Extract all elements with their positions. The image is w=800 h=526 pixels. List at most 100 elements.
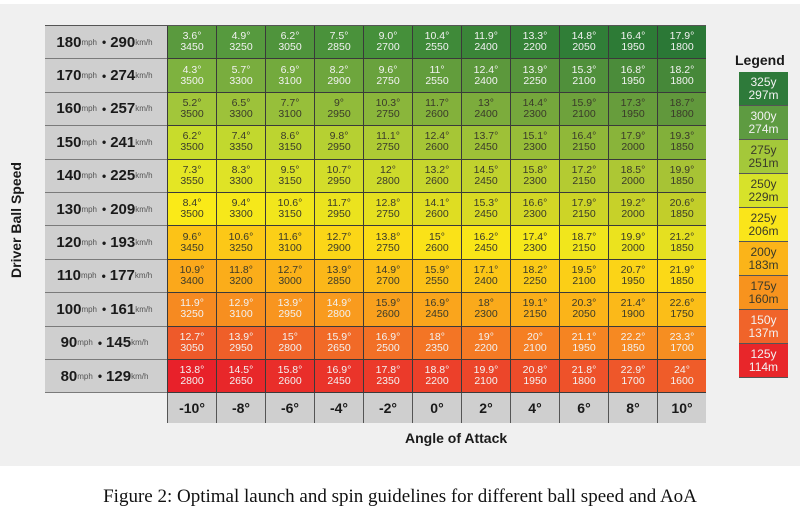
table-cell: 16.9° 2450 [412,293,461,327]
table-cell: 14.1° 2600 [412,192,461,227]
table-cell: 7.7° 3100 [265,92,314,127]
table-cell: 7.5° 2850 [314,26,363,60]
spin-rate: 1850 [670,274,694,287]
table-cell: 10.3° 2750 [363,92,412,127]
table-cell: 17.2° 2150 [559,159,608,193]
launch-angle: 12.7° [277,263,303,276]
launch-angle: 9.4° [231,197,251,210]
table-cell: 14.9° 2700 [363,259,412,294]
launch-angle: 11.9° [180,297,204,310]
spin-rate: 2500 [376,341,400,354]
unit-mph: mph [77,371,93,381]
speed-kmh: 177 [109,267,135,285]
table-cell: 23.3° 1700 [657,326,706,360]
table-cell: 16.2° 2450 [461,226,510,260]
launch-angle: 9.6° [182,230,202,243]
spin-rate: 3250 [180,308,204,321]
unit-kmh: km/h [135,137,153,147]
spin-rate: 3300 [229,208,253,221]
angle-of-attack-tick: 6° [559,393,608,424]
spin-rate: 3050 [180,341,204,354]
unit-kmh: km/h [135,171,153,181]
spin-rate: 2450 [474,208,498,221]
spin-rate: 2400 [474,274,498,287]
legend-yards: 275y [750,142,777,157]
table-cell: 13.9° 2950 [216,326,265,360]
launch-spin-table: 180 mph • 290 km/h 3.6° 3450 4.9° 3250 6.2° 3050 7.… [45,25,706,427]
launch-angle: 15° [429,230,445,243]
launch-angle: 5.2° [182,96,202,109]
table-cell: 12.8° 2750 [363,192,412,227]
row-label-speed: 180 mph • 290 km/h [45,26,167,60]
launch-angle: 14.8° [571,30,597,43]
launch-angle: 11° [429,63,445,76]
spin-rate: 3500 [180,141,204,154]
table-cell: 19.3° 1850 [657,126,706,160]
launch-angle: 10.9° [179,263,205,276]
launch-angle: 7.4° [231,130,251,143]
launch-angle: 16.2° [473,230,499,243]
angle-of-attack-tick: 8° [608,393,657,424]
unit-kmh: km/h [135,238,153,248]
launch-angle: 19.9° [620,230,646,243]
spin-rate: 1700 [621,375,645,388]
launch-angle: 13.8° [375,230,401,243]
table-cell: 6.2° 3500 [167,126,216,160]
legend-item: 225y 206m [739,208,788,242]
separator-dot: • [102,302,107,317]
unit-kmh: km/h [131,371,149,381]
spin-rate: 2550 [425,274,449,287]
row-label-speed: 110 mph • 177 km/h [45,259,167,294]
spin-rate: 2750 [376,74,400,87]
table-cell: 16.4° 1950 [608,26,657,60]
table-cell: 6.9° 3100 [265,59,314,93]
table-cell: 17.1° 2400 [461,259,510,294]
launch-angle: 16.9° [375,330,401,343]
table-cell: 21.4° 1900 [608,293,657,327]
launch-angle: 17.3° [620,96,646,109]
figure-caption: Figure 2: Optimal launch and spin guidel… [103,486,697,507]
speed-kmh: 290 [110,33,136,51]
spin-rate: 2450 [474,141,498,154]
table-cell: 12.7° 3000 [265,259,314,294]
launch-angle: 18.5° [620,163,646,176]
speed-kmh: 129 [106,367,132,385]
spin-rate: 2450 [425,308,449,321]
legend-meters: 137m [748,325,779,340]
launch-angle: 14.1° [424,197,450,210]
launch-angle: 20.6° [669,197,695,210]
launch-angle: 8.6° [280,130,300,143]
spin-rate: 2550 [425,41,449,54]
table-cell: 17.9° 2000 [608,126,657,160]
launch-angle: 14.4° [522,96,548,109]
unit-kmh: km/h [131,338,149,348]
spin-rate: 3450 [180,41,204,54]
launch-angle: 15.3° [571,63,597,76]
spin-rate: 2600 [425,107,449,120]
launch-angle: 3.6° [182,30,202,43]
launch-angle: 13.9° [522,63,548,76]
table-cell: 8.6° 3150 [265,126,314,160]
row-label-speed: 90 mph • 145 km/h [45,326,167,360]
table-cell: 18.7° 2150 [559,226,608,260]
table-cell: 13.3° 2200 [510,26,559,60]
table-cell: 16.9° 2500 [363,326,412,360]
table-cell: 22.9° 1700 [608,359,657,394]
table-cell: 17.3° 1950 [608,92,657,127]
spin-rate: 1950 [621,274,645,287]
spin-rate: 2000 [621,174,645,187]
angle-of-attack-tick: -4° [314,393,363,424]
launch-angle: 12.9° [228,297,254,310]
launch-angle: 19.3° [669,130,695,143]
angle-of-attack-tick: -8° [216,393,265,424]
separator-dot: • [102,35,107,50]
table-cell: 9.5° 3150 [265,159,314,193]
x-axis-label: Angle of Attack [405,430,508,446]
spin-rate: 2650 [327,341,351,354]
spin-rate: 2000 [621,241,645,254]
spin-rate: 3300 [229,107,253,120]
table-cell: 11.9° 2400 [461,26,510,60]
spin-rate: 2800 [278,341,302,354]
table-cell: 9.4° 3300 [216,192,265,227]
launch-angle: 16.9° [326,364,352,377]
